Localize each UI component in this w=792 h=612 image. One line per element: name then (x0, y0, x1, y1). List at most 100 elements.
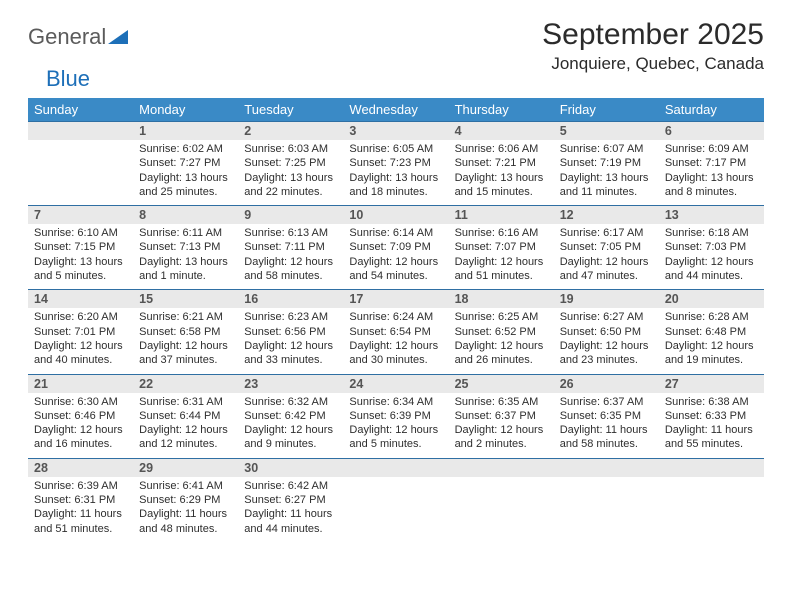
daylight-text: Daylight: 12 hours (455, 339, 548, 353)
calendar-head: SundayMondayTuesdayWednesdayThursdayFrid… (28, 98, 764, 121)
daylight-text: Daylight: 12 hours (34, 339, 127, 353)
day-box (554, 458, 659, 535)
daylight-text: Daylight: 13 hours (560, 171, 653, 185)
daylight-text-2: and 23 minutes. (560, 353, 653, 367)
sunset-text: Sunset: 7:05 PM (560, 240, 653, 254)
weekday-header: Saturday (659, 98, 764, 121)
day-details: Sunrise: 6:23 AMSunset: 6:56 PMDaylight:… (238, 308, 343, 373)
day-details: Sunrise: 6:07 AMSunset: 7:19 PMDaylight:… (554, 140, 659, 205)
day-box (28, 121, 133, 198)
calendar-cell: 1Sunrise: 6:02 AMSunset: 7:27 PMDaylight… (133, 121, 238, 205)
daylight-text: Daylight: 13 hours (34, 255, 127, 269)
day-number: 10 (343, 206, 448, 224)
day-details: Sunrise: 6:38 AMSunset: 6:33 PMDaylight:… (659, 393, 764, 458)
sunrise-text: Sunrise: 6:20 AM (34, 310, 127, 324)
day-details: Sunrise: 6:13 AMSunset: 7:11 PMDaylight:… (238, 224, 343, 289)
day-number: 8 (133, 206, 238, 224)
daylight-text: Daylight: 11 hours (560, 423, 653, 437)
daylight-text-2: and 11 minutes. (560, 185, 653, 199)
day-box: 22Sunrise: 6:31 AMSunset: 6:44 PMDayligh… (133, 374, 238, 458)
daylight-text-2: and 58 minutes. (244, 269, 337, 283)
day-number: 24 (343, 375, 448, 393)
weekday-header: Sunday (28, 98, 133, 121)
sunset-text: Sunset: 7:15 PM (34, 240, 127, 254)
day-number: 23 (238, 375, 343, 393)
day-details: Sunrise: 6:02 AMSunset: 7:27 PMDaylight:… (133, 140, 238, 205)
calendar-cell: 21Sunrise: 6:30 AMSunset: 6:46 PMDayligh… (28, 374, 133, 458)
day-box: 5Sunrise: 6:07 AMSunset: 7:19 PMDaylight… (554, 121, 659, 205)
daylight-text-2: and 44 minutes. (244, 522, 337, 536)
calendar-table: SundayMondayTuesdayWednesdayThursdayFrid… (28, 98, 764, 542)
day-details (659, 477, 764, 535)
day-details: Sunrise: 6:20 AMSunset: 7:01 PMDaylight:… (28, 308, 133, 373)
day-details: Sunrise: 6:21 AMSunset: 6:58 PMDaylight:… (133, 308, 238, 373)
day-details: Sunrise: 6:39 AMSunset: 6:31 PMDaylight:… (28, 477, 133, 542)
calendar-page: General September 2025 Jonquiere, Quebec… (0, 0, 792, 542)
day-number: 7 (28, 206, 133, 224)
sunrise-text: Sunrise: 6:34 AM (349, 395, 442, 409)
sunrise-text: Sunrise: 6:23 AM (244, 310, 337, 324)
sunrise-text: Sunrise: 6:27 AM (560, 310, 653, 324)
sunset-text: Sunset: 7:13 PM (139, 240, 232, 254)
daylight-text: Daylight: 12 hours (455, 423, 548, 437)
logo-text-blue: Blue (28, 66, 90, 92)
weekday-header: Tuesday (238, 98, 343, 121)
daylight-text: Daylight: 13 hours (139, 171, 232, 185)
day-details: Sunrise: 6:24 AMSunset: 6:54 PMDaylight:… (343, 308, 448, 373)
daylight-text: Daylight: 13 hours (349, 171, 442, 185)
sunset-text: Sunset: 7:27 PM (139, 156, 232, 170)
calendar-cell: 19Sunrise: 6:27 AMSunset: 6:50 PMDayligh… (554, 289, 659, 373)
daylight-text-2: and 48 minutes. (139, 522, 232, 536)
calendar-cell: 25Sunrise: 6:35 AMSunset: 6:37 PMDayligh… (449, 374, 554, 458)
day-box: 27Sunrise: 6:38 AMSunset: 6:33 PMDayligh… (659, 374, 764, 458)
day-box: 17Sunrise: 6:24 AMSunset: 6:54 PMDayligh… (343, 289, 448, 373)
sunrise-text: Sunrise: 6:37 AM (560, 395, 653, 409)
day-number: 6 (659, 122, 764, 140)
calendar-cell: 16Sunrise: 6:23 AMSunset: 6:56 PMDayligh… (238, 289, 343, 373)
sunset-text: Sunset: 7:23 PM (349, 156, 442, 170)
day-number (659, 459, 764, 477)
sunrise-text: Sunrise: 6:42 AM (244, 479, 337, 493)
day-details (449, 477, 554, 535)
daylight-text-2: and 26 minutes. (455, 353, 548, 367)
sunset-text: Sunset: 7:25 PM (244, 156, 337, 170)
calendar-cell: 6Sunrise: 6:09 AMSunset: 7:17 PMDaylight… (659, 121, 764, 205)
day-box: 10Sunrise: 6:14 AMSunset: 7:09 PMDayligh… (343, 205, 448, 289)
sunset-text: Sunset: 7:01 PM (34, 325, 127, 339)
day-number: 1 (133, 122, 238, 140)
daylight-text-2: and 22 minutes. (244, 185, 337, 199)
day-details: Sunrise: 6:28 AMSunset: 6:48 PMDaylight:… (659, 308, 764, 373)
sunrise-text: Sunrise: 6:25 AM (455, 310, 548, 324)
calendar-cell: 3Sunrise: 6:05 AMSunset: 7:23 PMDaylight… (343, 121, 448, 205)
daylight-text: Daylight: 12 hours (665, 255, 758, 269)
daylight-text: Daylight: 11 hours (34, 507, 127, 521)
daylight-text: Daylight: 12 hours (560, 339, 653, 353)
day-box: 18Sunrise: 6:25 AMSunset: 6:52 PMDayligh… (449, 289, 554, 373)
sunrise-text: Sunrise: 6:05 AM (349, 142, 442, 156)
daylight-text-2: and 40 minutes. (34, 353, 127, 367)
daylight-text: Daylight: 11 hours (244, 507, 337, 521)
sunrise-text: Sunrise: 6:41 AM (139, 479, 232, 493)
location-label: Jonquiere, Quebec, Canada (542, 54, 764, 74)
day-box (449, 458, 554, 535)
sunrise-text: Sunrise: 6:16 AM (455, 226, 548, 240)
day-box: 3Sunrise: 6:05 AMSunset: 7:23 PMDaylight… (343, 121, 448, 205)
calendar-cell: 11Sunrise: 6:16 AMSunset: 7:07 PMDayligh… (449, 205, 554, 289)
daylight-text: Daylight: 12 hours (244, 255, 337, 269)
sunrise-text: Sunrise: 6:10 AM (34, 226, 127, 240)
daylight-text: Daylight: 13 hours (455, 171, 548, 185)
day-details: Sunrise: 6:35 AMSunset: 6:37 PMDaylight:… (449, 393, 554, 458)
calendar-cell: 26Sunrise: 6:37 AMSunset: 6:35 PMDayligh… (554, 374, 659, 458)
sunset-text: Sunset: 6:58 PM (139, 325, 232, 339)
sunrise-text: Sunrise: 6:24 AM (349, 310, 442, 324)
daylight-text-2: and 47 minutes. (560, 269, 653, 283)
day-number: 22 (133, 375, 238, 393)
daylight-text: Daylight: 12 hours (139, 423, 232, 437)
daylight-text: Daylight: 12 hours (349, 339, 442, 353)
day-details: Sunrise: 6:37 AMSunset: 6:35 PMDaylight:… (554, 393, 659, 458)
calendar-cell: 20Sunrise: 6:28 AMSunset: 6:48 PMDayligh… (659, 289, 764, 373)
day-box (659, 458, 764, 535)
sunrise-text: Sunrise: 6:31 AM (139, 395, 232, 409)
sunset-text: Sunset: 6:48 PM (665, 325, 758, 339)
daylight-text: Daylight: 13 hours (665, 171, 758, 185)
